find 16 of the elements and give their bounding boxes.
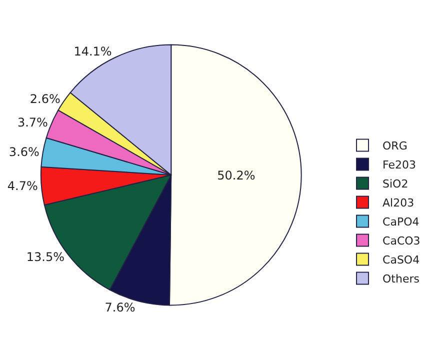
- legend-label: SiO2: [382, 178, 408, 191]
- legend-label: CaPO4: [382, 216, 420, 229]
- legend-label: CaSO4: [382, 254, 420, 267]
- data-label: 4.7%: [7, 179, 38, 194]
- data-label: 13.5%: [26, 250, 64, 264]
- data-label: 7.6%: [104, 300, 136, 315]
- data-label: 2.6%: [30, 92, 60, 106]
- data-label: 3.7%: [17, 116, 48, 130]
- legend-label: Al203: [382, 196, 414, 210]
- data-label: 14.1%: [74, 44, 112, 59]
- legend-label: Others: [382, 272, 420, 286]
- legend-label: CaCO3: [382, 234, 420, 248]
- data-label: 50.2%: [217, 168, 256, 182]
- data-label: 3.6%: [8, 145, 40, 159]
- legend-label: ORG: [382, 140, 408, 153]
- legend-label: Fe203: [382, 158, 416, 172]
